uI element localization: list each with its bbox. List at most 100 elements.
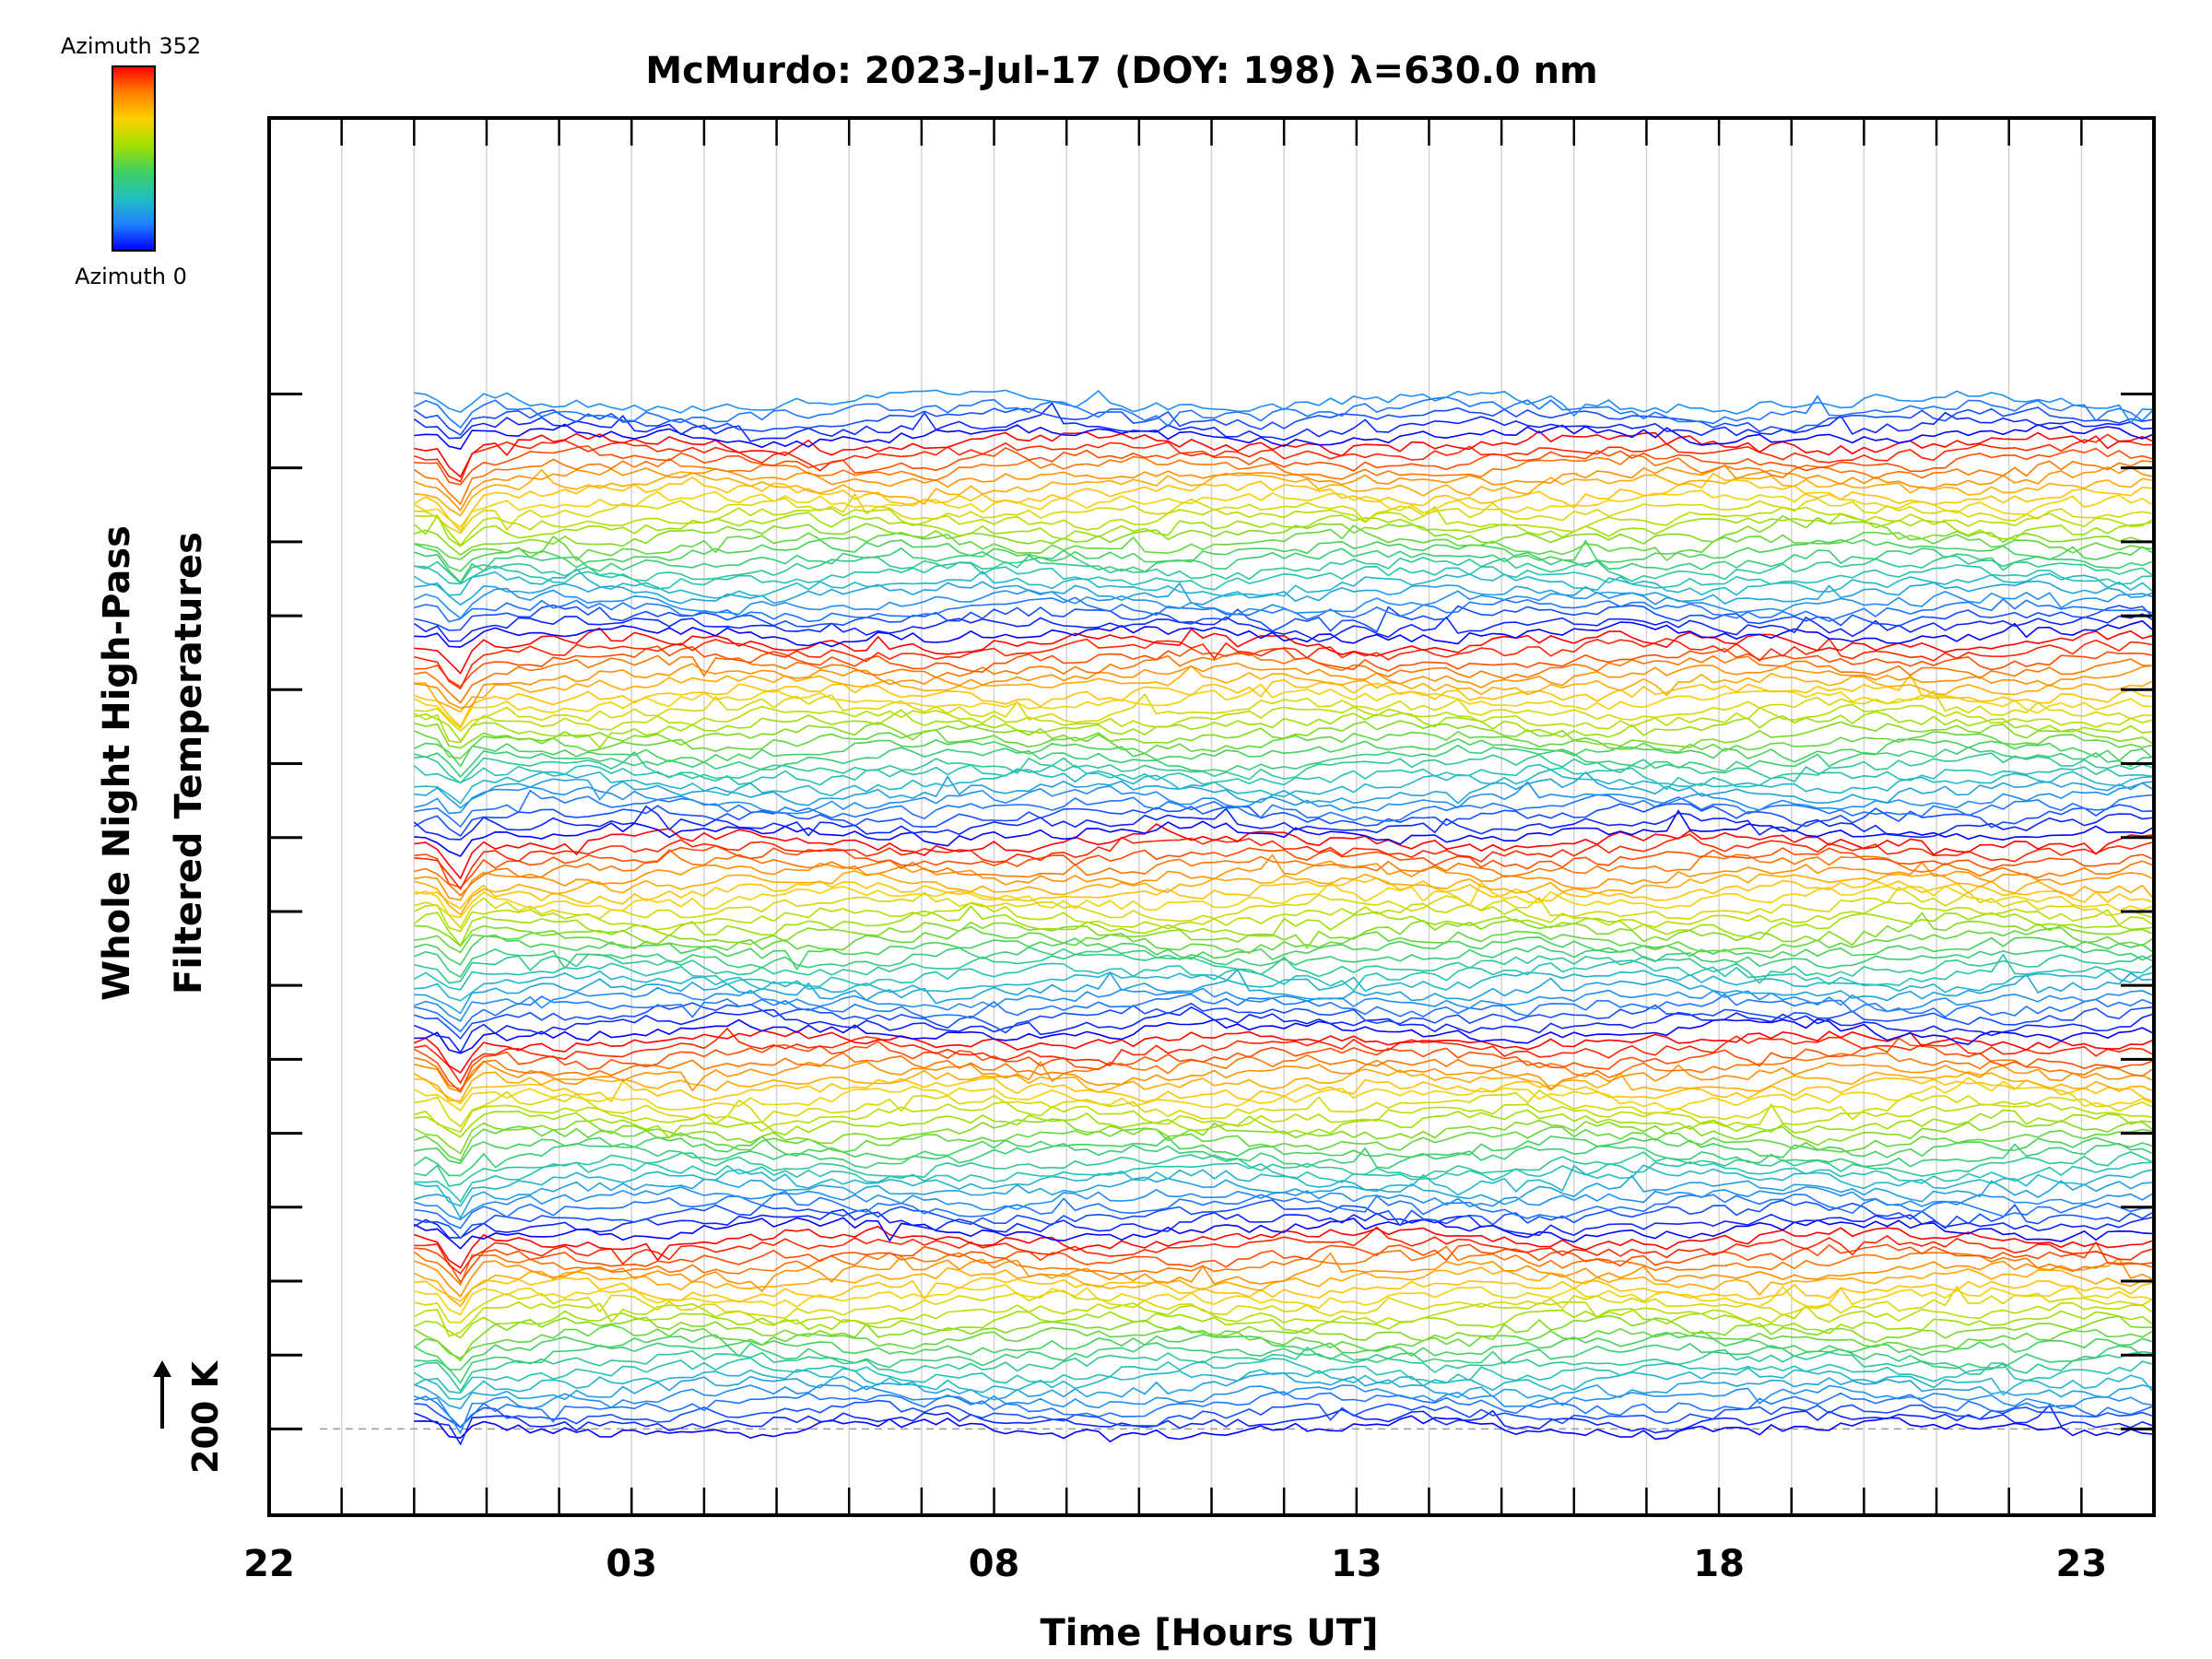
series-line [414,665,2155,713]
series-line [414,1252,2155,1298]
legend-bottom-label: Azimuth 0 [75,264,187,289]
axes-layer [267,116,2156,1517]
series-line [414,524,2155,562]
series-line [414,423,2155,451]
series-line [413,568,2155,599]
series-line [414,1125,2155,1162]
series-line [414,968,2155,1015]
x-tick-label: 13 [1331,1543,1382,1585]
scale-indicator: 200 K [153,1359,226,1474]
series-line [414,886,2155,929]
series-line [414,1135,2155,1165]
series-line [414,1226,2155,1275]
chart-title: McMurdo: 2023-Jul-17 (DOY: 198) λ=630.0 … [645,50,1597,92]
series-layer [413,389,2155,1446]
series-line [414,653,2155,704]
series-line [414,844,2155,888]
series-line [414,492,2155,535]
y-axis-label-line2: Filtered Temperatures [168,532,210,994]
series-line [414,1006,2155,1054]
x-tick-label: 03 [606,1543,657,1585]
series-line [414,1052,2155,1090]
scale-label: 200 K [185,1359,226,1474]
azimuth-legend: Azimuth 352 Azimuth 0 [61,33,201,289]
series-line [413,402,2155,442]
series-line [413,1308,2155,1339]
series-line [414,464,2155,512]
series-line [413,763,2155,791]
series-line [414,709,2155,749]
series-line [414,1285,2155,1324]
x-axis-label: Time [Hours UT] [1041,1612,1379,1654]
series-line [414,881,2155,919]
series-line [414,1027,2155,1085]
series-line [414,1059,2155,1093]
series-line [414,789,2155,829]
series-line [414,1002,2155,1040]
series-line [413,805,2155,841]
series-line [414,1225,2155,1269]
y-axis-label-line1: Whole Night High-Pass [96,525,138,1001]
legend-colorbar [112,65,156,252]
series-line [414,1277,2155,1303]
series-line [413,1217,2155,1250]
x-tick-label: 23 [2056,1543,2108,1585]
series-line [413,453,2155,506]
series-line [414,877,2155,910]
series-line [414,1342,2154,1384]
legend-top-label: Azimuth 352 [61,33,201,59]
series-line [414,1415,2155,1443]
series-line [414,554,2155,585]
series-line [413,1068,2155,1102]
series-line [414,986,2155,1022]
series-line [414,604,2155,633]
series-line [413,1208,2155,1239]
series-line [414,627,2155,675]
series-line [413,1118,2155,1155]
series-line [414,673,2155,728]
series-line [413,587,2155,619]
series-line [413,1314,2154,1362]
series-line [414,870,2155,916]
series-line [414,547,2155,584]
series-line [414,444,2155,486]
series-line [414,1284,2155,1316]
series-line [414,1077,2155,1105]
series-line [414,468,2155,517]
series-line [413,1301,2155,1337]
series-line [414,619,2155,648]
series-line [413,406,2155,436]
series-line [413,394,2155,429]
series-line [414,433,2155,483]
series-line [413,1331,2155,1371]
series-line [414,993,2155,1033]
series-line [414,781,2155,815]
series-line [413,1324,2155,1359]
series-line [414,561,2155,591]
series-line [414,1164,2155,1207]
series-line [414,580,2155,606]
series-line [414,849,2155,897]
series-line [413,489,2155,529]
series-line [414,925,2155,955]
series-line [413,1037,2155,1094]
series-line [414,750,2155,784]
series-line [414,637,2155,690]
series-line [414,505,2155,547]
x-tick-label: 08 [969,1543,1020,1585]
series-line [414,1241,2155,1284]
scale-arrow-head [153,1360,171,1377]
series-line [413,1357,2155,1394]
series-line [413,1245,2155,1287]
series-line [414,1399,2155,1429]
series-line [414,823,2155,880]
series-line [413,900,2155,933]
series-line [414,1199,2155,1240]
series-line [413,953,2155,992]
series-line [413,1142,2155,1177]
series-line [413,703,2155,744]
series-line [414,809,2155,857]
series-line [414,389,2155,425]
series-line [414,1190,2155,1230]
